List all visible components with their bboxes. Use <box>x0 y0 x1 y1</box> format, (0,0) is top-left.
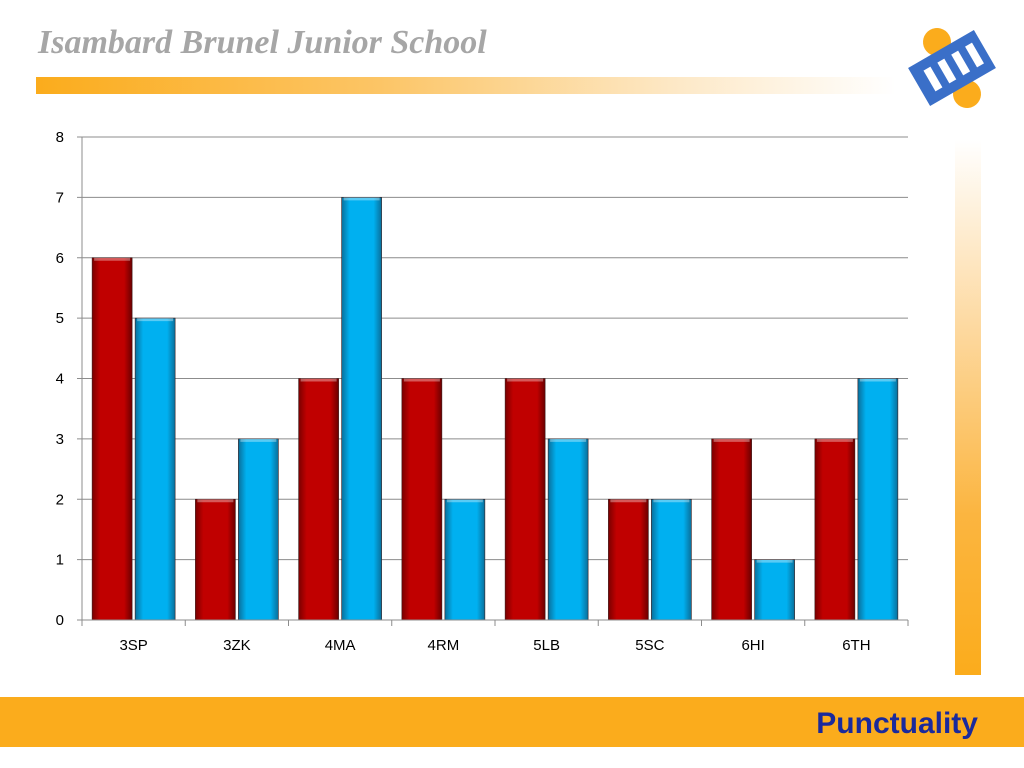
x-tick-label: 6TH <box>842 637 870 654</box>
y-tick-label: 2 <box>56 491 64 508</box>
bar-4MA-series-1 <box>298 378 339 621</box>
x-tick-label: 6HI <box>741 637 764 654</box>
bar-5LB-series-2 <box>547 438 589 621</box>
bar-4RM-series-2 <box>444 498 486 621</box>
y-tick-label: 7 <box>56 189 64 206</box>
footer-title: Punctuality <box>816 707 978 740</box>
bar-5LB-series-1 <box>504 378 546 621</box>
x-tick-label: 3ZK <box>223 637 251 654</box>
x-tick-label: 4MA <box>325 637 356 654</box>
bar-4RM-series-1 <box>401 378 443 621</box>
bar-3SP-series-1 <box>91 257 133 621</box>
x-tick-label: 4RM <box>428 637 460 654</box>
bar-highlight <box>653 499 690 503</box>
y-tick-label: 4 <box>56 371 64 388</box>
y-tick-label: 8 <box>56 129 64 146</box>
x-tick-label: 5LB <box>533 637 560 654</box>
bar-highlight <box>507 378 544 382</box>
bar-4MA-series-2 <box>341 197 382 621</box>
bar-highlight <box>300 378 337 382</box>
school-gear-logo-icon <box>908 28 996 108</box>
side-accent-bar <box>955 140 981 675</box>
x-tick-label: 3SP <box>119 637 147 654</box>
bar-5SC-series-2 <box>651 498 692 621</box>
bar-highlight <box>859 378 896 382</box>
bar-highlight <box>756 559 793 563</box>
bar-6TH-series-1 <box>814 438 856 621</box>
bar-highlight <box>137 318 174 322</box>
bar-highlight <box>610 499 647 503</box>
bar-highlight <box>403 378 440 382</box>
bar-6TH-series-2 <box>857 378 899 621</box>
bar-highlight <box>550 438 587 442</box>
school-title: Isambard Brunel Junior School <box>38 24 487 61</box>
bar-6HI-series-2 <box>754 559 795 621</box>
y-tick-label: 6 <box>56 250 64 267</box>
bar-3SP-series-2 <box>134 317 176 621</box>
bar-highlight <box>446 499 483 503</box>
bar-3ZK-series-2 <box>238 438 279 621</box>
y-tick-label: 1 <box>56 552 64 569</box>
bar-highlight <box>197 499 234 503</box>
bar-3ZK-series-1 <box>195 498 236 621</box>
bar-5SC-series-1 <box>608 498 649 621</box>
title-underline-bar <box>36 77 896 94</box>
bar-highlight <box>240 438 277 442</box>
y-tick-label: 5 <box>56 310 64 327</box>
footer-band <box>0 697 1024 747</box>
y-tick-label: 0 <box>56 612 64 629</box>
bar-highlight <box>94 257 131 261</box>
bar-highlight <box>343 197 380 201</box>
y-tick-label: 3 <box>56 431 64 448</box>
bar-highlight <box>816 438 853 442</box>
bar-6HI-series-1 <box>711 438 752 621</box>
x-tick-label: 5SC <box>635 637 664 654</box>
bar-highlight <box>713 438 750 442</box>
